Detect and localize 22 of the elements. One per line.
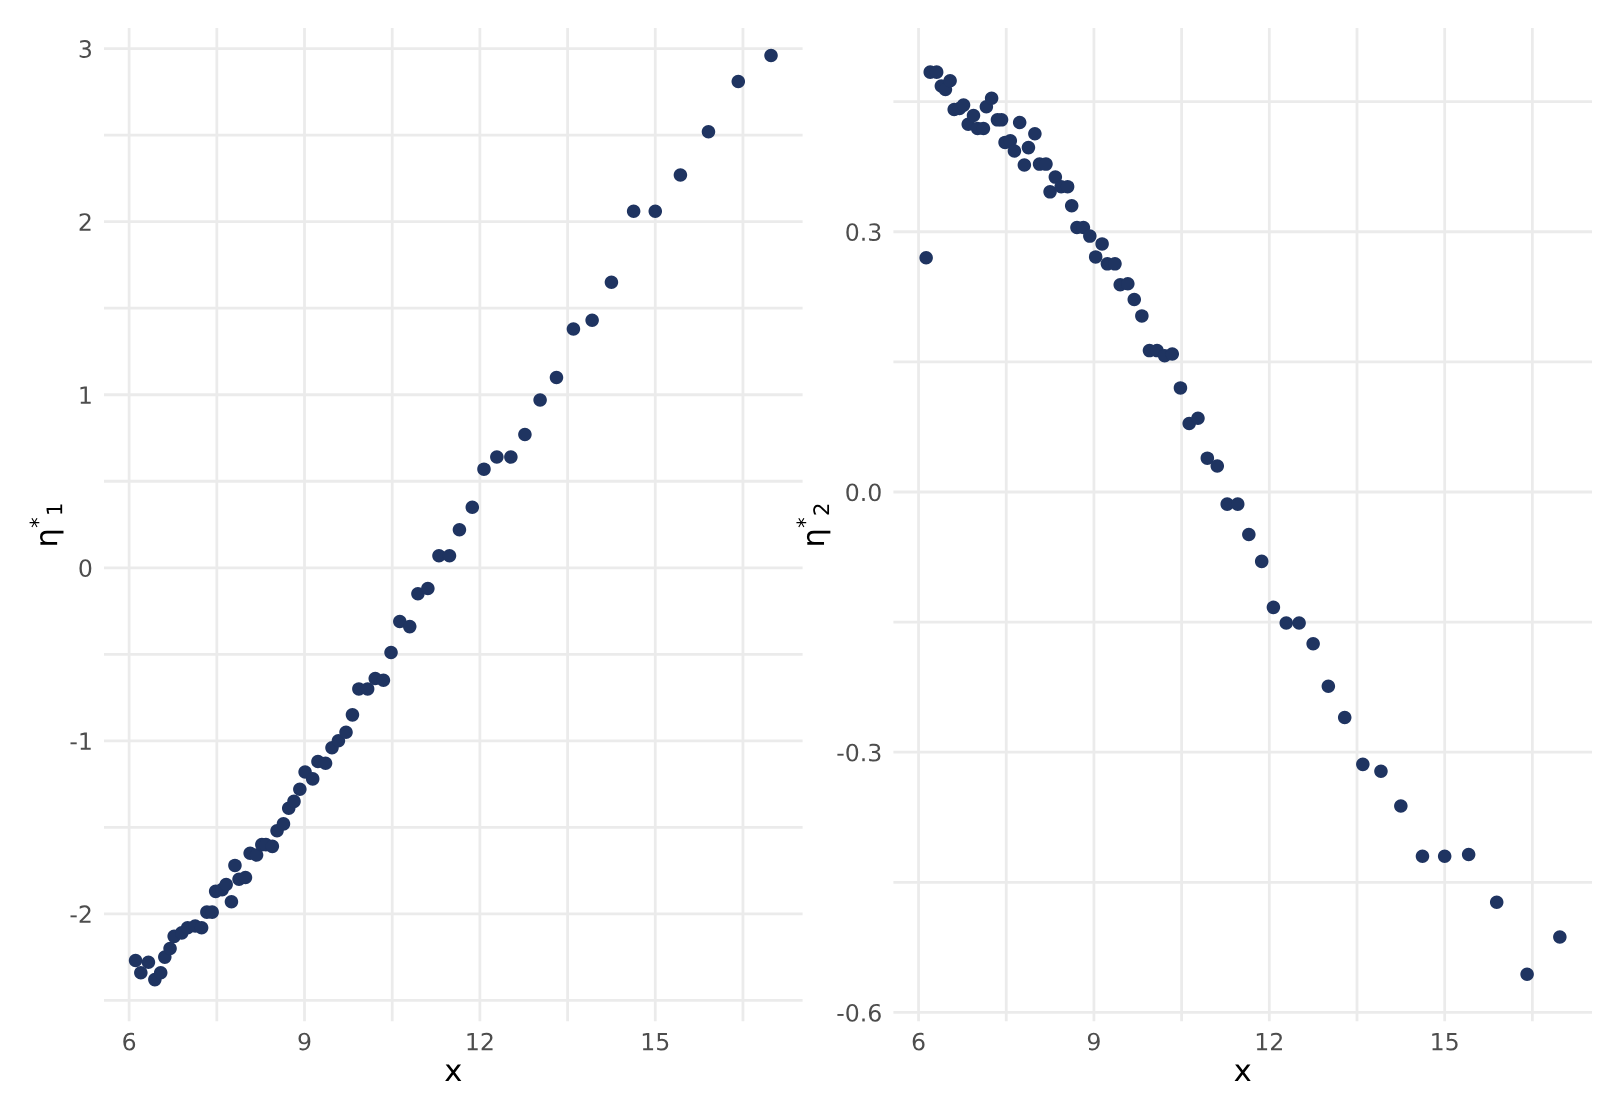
y-tick-label: 0.3 (846, 223, 881, 242)
y-tick-label: -0.6 (837, 1003, 881, 1022)
x-tick-label: 6 (912, 1032, 925, 1051)
x-tick-label: 9 (1087, 1032, 1100, 1051)
y-axis-title: η$^{*}$$_{2}$ (796, 504, 831, 545)
y-tick-label: -1 (70, 732, 91, 750)
y-tick-label: 0 (79, 559, 92, 578)
y-tick-label: 1 (80, 386, 91, 404)
y-tick-label: 0.0 (846, 483, 881, 502)
x-tick-label: 15 (642, 1032, 669, 1051)
y-tick-label: -2 (70, 905, 91, 923)
x-tick-label: 6 (123, 1032, 136, 1051)
y-tick-label: 2 (79, 213, 91, 231)
y-axis-title: η$^{*}$$_{1}$ (29, 504, 64, 545)
x-tick-label: 12 (467, 1032, 493, 1051)
x-tick-label: 15 (1432, 1032, 1458, 1051)
x-axis-title: x (445, 1064, 462, 1082)
x-tick-label: 9 (298, 1032, 311, 1051)
y-tick-label: 3 (79, 40, 91, 58)
x-tick-label: 12 (1256, 1032, 1282, 1051)
x-axis-title: x (1234, 1064, 1251, 1082)
y-tick-label: -0.3 (837, 743, 881, 762)
